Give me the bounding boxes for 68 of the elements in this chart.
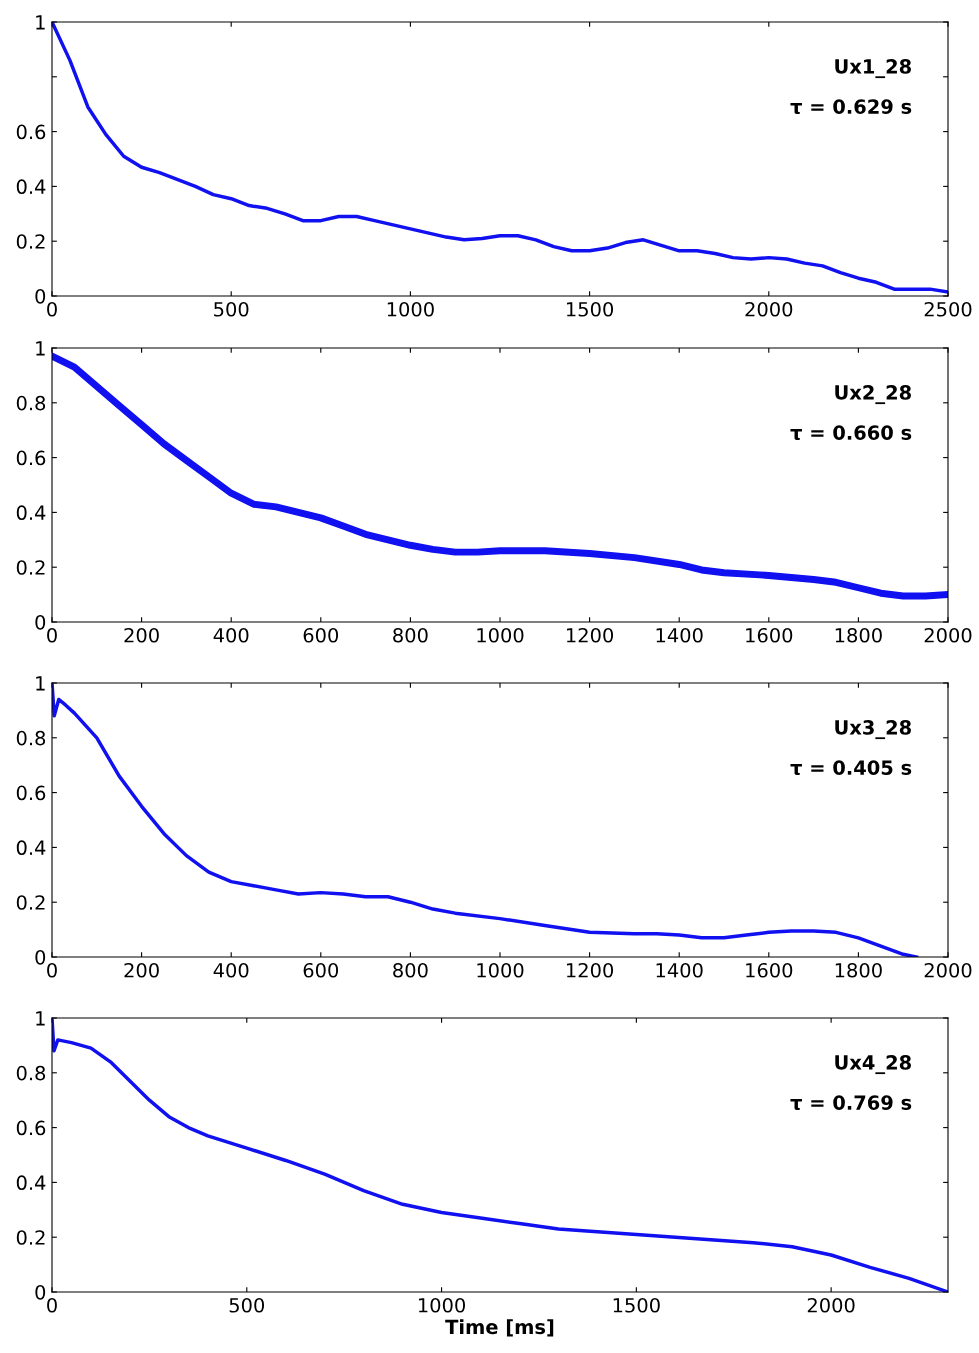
y-tick-label: 0.4 (16, 840, 46, 856)
x-tick-label: 500 (214, 301, 249, 317)
y-tick-label: 1 (36, 676, 45, 691)
x-tick-label: 2000 (924, 627, 972, 643)
annotation: τ = 0.660 s (790, 425, 912, 441)
y-tick-label: 1 (36, 341, 45, 356)
y-tick-label: 0.8 (16, 730, 46, 746)
y-tick-label: 0.2 (16, 1230, 45, 1245)
y-tick-label: 0.6 (16, 450, 46, 466)
annotation: Ux3_28 (835, 720, 911, 740)
y-tick-label: 0 (35, 614, 46, 630)
y-tick-label: 0.6 (16, 785, 46, 801)
y-tick-label: 0.2 (16, 895, 45, 910)
x-tick-label: 1400 (656, 627, 703, 643)
x-tick-label: 1000 (387, 301, 434, 317)
x-tick-label: 1600 (746, 627, 793, 643)
x-tick-label: 400 (213, 627, 249, 643)
x-tick-label: 2000 (807, 1297, 855, 1313)
y-tick-label: 0.4 (16, 179, 46, 195)
x-tick-label: 1600 (746, 962, 793, 978)
y-tick-label: 0 (35, 949, 46, 965)
y-tick-label: 0 (35, 1284, 46, 1300)
x-tick-label: 1000 (477, 962, 524, 978)
y-tick-label: 1 (36, 15, 45, 30)
y-tick-label: 0.2 (16, 560, 45, 575)
y-tick-label: 0.4 (16, 1175, 46, 1191)
x-tick-label: 400 (213, 962, 249, 978)
line-series (52, 22, 948, 294)
y-tick-label: 0.2 (16, 234, 45, 249)
x-tick-label: 2000 (745, 301, 793, 317)
x-tick-label: 1800 (835, 962, 882, 978)
x-tick-label: 2000 (924, 962, 972, 978)
x-tick-label: 1200 (566, 962, 614, 978)
annotation: τ = 0.405 s (790, 760, 912, 776)
x-tick-label: 0 (47, 627, 57, 643)
x-tick-label: 0 (47, 962, 57, 978)
y-tick-label: 0.6 (16, 124, 46, 140)
x-tick-label: 1200 (566, 627, 614, 643)
x-tick-label: 1800 (835, 627, 882, 643)
x-tick-label: 1000 (418, 1297, 466, 1313)
x-tick-label: 600 (303, 962, 339, 978)
x-tick-label: 0 (47, 1297, 57, 1313)
x-axis-title: Time [ms] (445, 1319, 554, 1337)
line-series (52, 683, 919, 957)
y-tick-label: 0.8 (16, 1065, 46, 1081)
y-tick-label: 0.4 (16, 505, 46, 521)
annotation: τ = 0.769 s (790, 1095, 912, 1111)
y-tick-label: 1 (36, 1011, 45, 1026)
y-tick-label: 0.6 (16, 1120, 46, 1136)
annotation: Ux4_28 (835, 1055, 911, 1075)
line-series (52, 1018, 948, 1292)
x-tick-label: 200 (124, 962, 159, 978)
annotation: Ux2_28 (835, 385, 911, 405)
x-tick-label: 1000 (477, 627, 524, 643)
annotation: τ = 0.629 s (790, 99, 912, 115)
x-tick-label: 2500 (924, 301, 972, 317)
x-tick-label: 0 (47, 301, 57, 317)
y-tick-label: 0 (35, 288, 46, 304)
annotation: Ux1_28 (835, 59, 911, 79)
x-tick-label: 200 (124, 627, 159, 643)
x-tick-label: 500 (229, 1297, 265, 1313)
x-tick-label: 800 (393, 962, 428, 978)
x-tick-label: 1400 (656, 962, 703, 978)
x-tick-label: 600 (303, 627, 339, 643)
x-tick-label: 800 (393, 627, 428, 643)
y-tick-label: 0.8 (16, 395, 46, 411)
x-tick-label: 1500 (613, 1297, 660, 1313)
x-tick-label: 1500 (566, 301, 614, 317)
